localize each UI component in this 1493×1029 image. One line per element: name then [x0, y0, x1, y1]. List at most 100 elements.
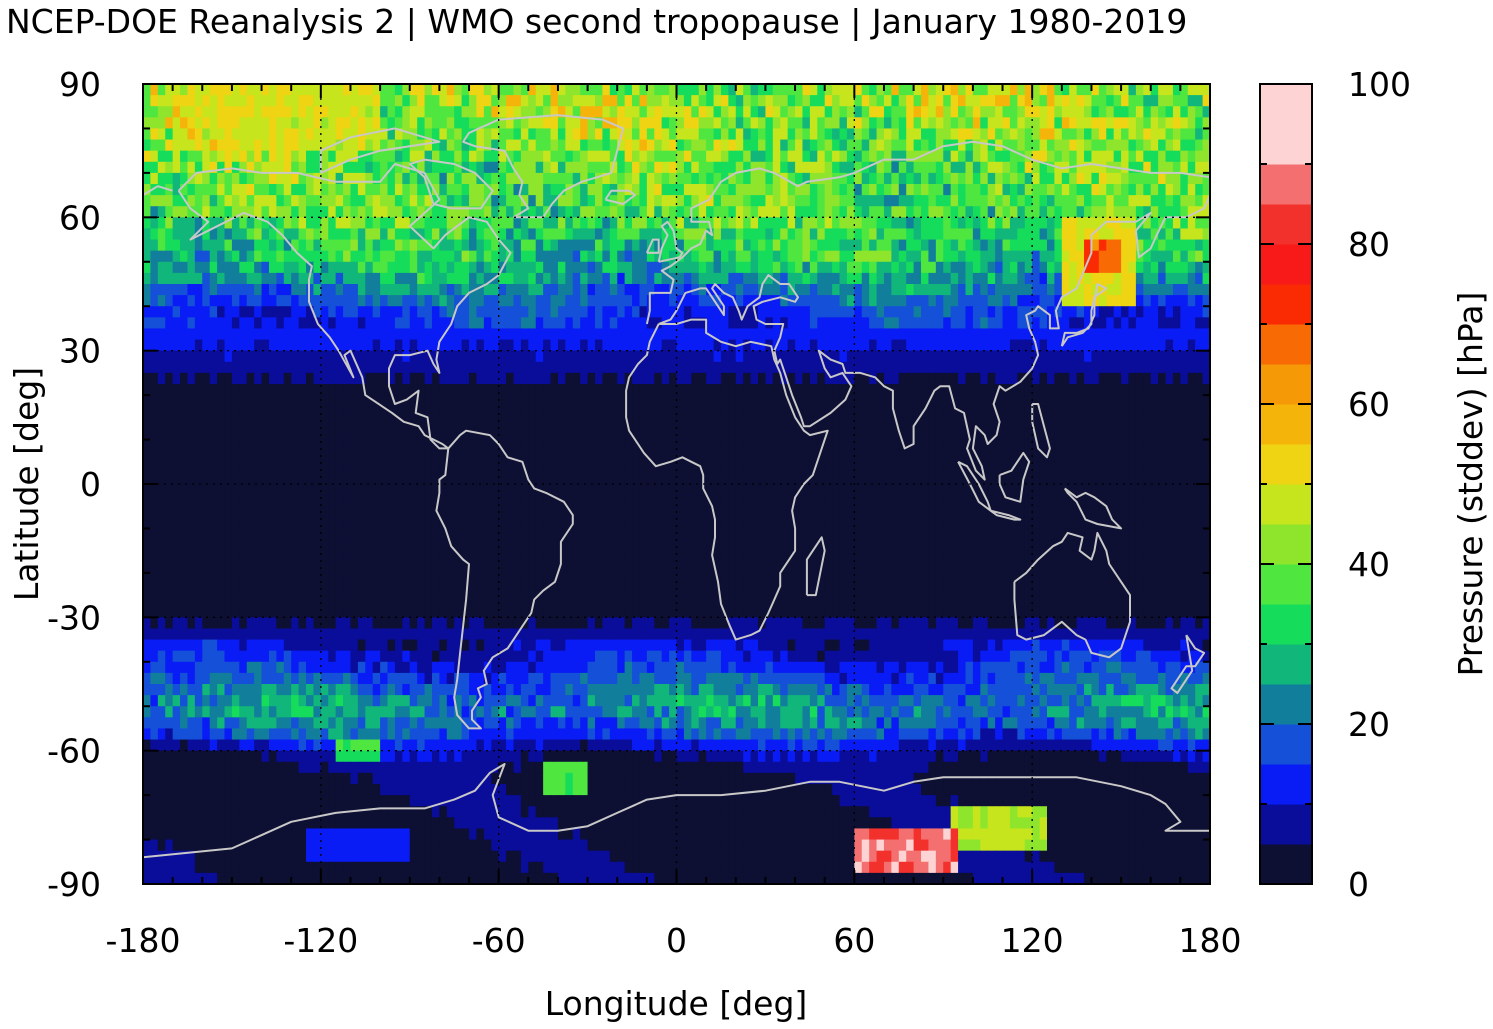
heatmap-cell [1039, 306, 1048, 318]
heatmap-cell [1061, 261, 1070, 274]
heatmap-cell [795, 228, 804, 241]
heatmap-cell [261, 406, 270, 418]
heatmap-cell [898, 384, 907, 396]
heatmap-cell [357, 117, 366, 130]
heatmap-cell [528, 217, 537, 230]
heatmap-cell [735, 128, 744, 141]
heatmap-cell [513, 350, 522, 363]
heatmap-cell [1150, 128, 1159, 141]
heatmap-cell [335, 450, 344, 463]
heatmap-cell [846, 417, 855, 430]
heatmap-cell [157, 461, 166, 474]
heatmap-cell [320, 306, 329, 318]
heatmap-cell [543, 195, 552, 207]
heatmap-cell [832, 417, 841, 430]
heatmap-cell [350, 439, 359, 452]
heatmap-cell [343, 395, 352, 407]
heatmap-cell [380, 317, 389, 330]
heatmap-cell [231, 217, 240, 230]
heatmap-cell [335, 261, 344, 274]
heatmap-cell [698, 195, 707, 207]
heatmap-cell [750, 228, 759, 241]
heatmap-cell [543, 84, 552, 96]
heatmap-cell [817, 106, 826, 118]
heatmap-cell [683, 284, 692, 296]
heatmap-cell [469, 428, 478, 441]
heatmap-cell [1017, 428, 1026, 441]
heatmap-cell [639, 306, 648, 318]
heatmap-cell [750, 439, 759, 452]
heatmap-cell [750, 161, 759, 174]
heatmap-cell [602, 306, 611, 318]
heatmap-cell [713, 261, 722, 274]
heatmap-cell [350, 272, 359, 285]
heatmap-cell [543, 461, 552, 474]
heatmap-cell [839, 295, 848, 307]
heatmap-cell [891, 284, 900, 296]
heatmap-cell [1180, 384, 1189, 396]
heatmap-cell [506, 239, 515, 252]
heatmap-cell [898, 250, 907, 263]
heatmap-cell [498, 95, 507, 107]
heatmap-cell [765, 372, 774, 385]
heatmap-cell [950, 228, 959, 241]
heatmap-cell [417, 184, 426, 196]
heatmap-cell [372, 139, 381, 152]
heatmap-cell [246, 217, 255, 230]
heatmap-cell [750, 350, 759, 363]
heatmap-cell [928, 128, 937, 141]
heatmap-cell [372, 184, 381, 196]
heatmap-cell [780, 239, 789, 252]
heatmap-cell [498, 184, 507, 196]
heatmap-cell [187, 217, 196, 230]
heatmap-cell [735, 239, 744, 252]
heatmap-cell [194, 395, 203, 407]
heatmap-cell [320, 417, 329, 430]
heatmap-cell [861, 384, 870, 396]
heatmap-cell [165, 128, 174, 141]
heatmap-cell [883, 272, 892, 285]
heatmap-cell [646, 395, 655, 407]
heatmap-cell [891, 128, 900, 141]
heatmap-cell [320, 317, 329, 330]
heatmap-cell [676, 272, 685, 285]
heatmap-cell [506, 328, 515, 341]
heatmap-cell [157, 339, 166, 352]
heatmap-cell [1180, 217, 1189, 230]
heatmap-cell [454, 172, 463, 185]
heatmap-cell [209, 272, 218, 285]
heatmap-cell [372, 395, 381, 407]
heatmap-cell [743, 261, 752, 274]
heatmap-cell [1172, 184, 1181, 196]
heatmap-cell [691, 384, 700, 396]
heatmap-cell [143, 128, 152, 141]
heatmap-cell [313, 328, 322, 341]
heatmap-cell [543, 95, 552, 107]
heatmap-cell [1150, 161, 1159, 174]
heatmap-cell [306, 161, 315, 174]
heatmap-cell [713, 284, 722, 296]
heatmap-cell [839, 384, 848, 396]
heatmap-cell [446, 372, 455, 385]
heatmap-cell [365, 195, 374, 207]
heatmap-cell [513, 172, 522, 185]
heatmap-cell [587, 361, 596, 374]
heatmap-cell [1017, 417, 1026, 430]
heatmap-cell [276, 84, 285, 96]
heatmap-cell [1172, 239, 1181, 252]
heatmap-cell [424, 261, 433, 274]
heatmap-cell [1165, 272, 1174, 285]
heatmap-cell [1135, 95, 1144, 107]
heatmap-cell [609, 106, 618, 118]
heatmap-cell [846, 450, 855, 463]
heatmap-cell [565, 295, 574, 307]
heatmap-cell [602, 139, 611, 152]
heatmap-cell [1046, 372, 1055, 385]
heatmap-cell [165, 439, 174, 452]
heatmap-cell [543, 239, 552, 252]
heatmap-cell [1069, 439, 1078, 452]
heatmap-cell [735, 150, 744, 163]
heatmap-cell [1076, 384, 1085, 396]
heatmap-cell [239, 195, 248, 207]
heatmap-cell [491, 161, 500, 174]
